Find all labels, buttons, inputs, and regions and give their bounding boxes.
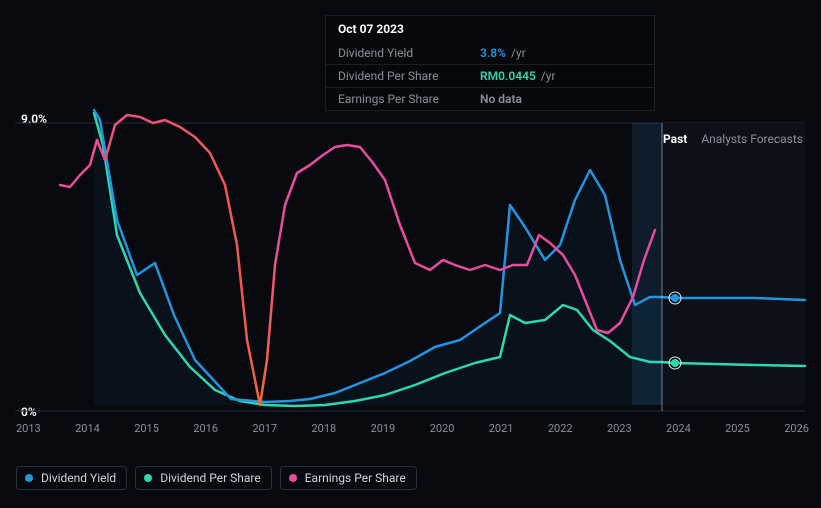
tooltip-date: Oct 07 2023 — [326, 16, 654, 42]
tooltip-row-value: No data — [480, 92, 522, 106]
x-axis-tick: 2016 — [193, 422, 218, 435]
tooltip-row-label: Dividend Yield — [338, 46, 466, 60]
x-axis-tick: 2022 — [548, 422, 573, 435]
x-axis: 2013 2014 2015 2016 2017 2018 2019 2020 2021 2022… — [16, 422, 809, 435]
tooltip-row-unit: /yr — [508, 46, 526, 60]
x-axis-tick: 2024 — [666, 422, 691, 435]
chart-svg — [15, 105, 805, 417]
segment-forecast: Analysts Forecasts — [701, 132, 803, 146]
tooltip-row: Earnings Per Share No data — [326, 88, 654, 110]
x-axis-tick: 2018 — [311, 422, 336, 435]
x-axis-tick: 2021 — [489, 422, 514, 435]
tooltip-row-label: Earnings Per Share — [338, 92, 466, 106]
legend-dot-icon — [25, 474, 33, 482]
legend-dot-icon — [144, 474, 152, 482]
tooltip-row-value: RM0.0445 /yr — [480, 69, 555, 83]
tooltip-row-value: 3.8% /yr — [480, 46, 526, 60]
legend-item[interactable]: Earnings Per Share — [280, 466, 417, 490]
legend-dot-icon — [289, 474, 297, 482]
tooltip-row: Dividend Yield 3.8% /yr — [326, 42, 654, 65]
tooltip-row-label: Dividend Per Share — [338, 69, 466, 83]
plot-area — [15, 105, 806, 443]
legend-item[interactable]: Dividend Yield — [16, 466, 127, 490]
x-axis-tick: 2017 — [252, 422, 277, 435]
legend: Dividend Yield Dividend Per Share Earnings… — [16, 466, 417, 490]
dividend-chart: Oct 07 2023 Dividend Yield3.8% /yrDivide… — [0, 0, 821, 508]
chart-tooltip: Oct 07 2023 Dividend Yield3.8% /yrDivide… — [325, 15, 655, 111]
legend-item-label: Earnings Per Share — [305, 471, 406, 485]
x-axis-tick: 2026 — [784, 422, 809, 435]
segment-past: Past — [663, 132, 687, 146]
legend-item[interactable]: Dividend Per Share — [135, 466, 272, 490]
x-axis-tick: 2015 — [134, 422, 159, 435]
x-axis-tick: 2019 — [371, 422, 396, 435]
x-axis-tick: 2014 — [75, 422, 100, 435]
tooltip-row-unit: /yr — [538, 69, 556, 83]
legend-item-label: Dividend Per Share — [160, 471, 261, 485]
x-axis-tick: 2023 — [607, 422, 632, 435]
x-axis-tick: 2025 — [725, 422, 750, 435]
x-axis-tick: 2013 — [16, 422, 41, 435]
tooltip-row: Dividend Per Share RM0.0445 /yr — [326, 65, 654, 88]
segment-labels: Past Analysts Forecasts — [663, 132, 803, 146]
legend-item-label: Dividend Yield — [41, 471, 116, 485]
x-axis-tick: 2020 — [430, 422, 455, 435]
